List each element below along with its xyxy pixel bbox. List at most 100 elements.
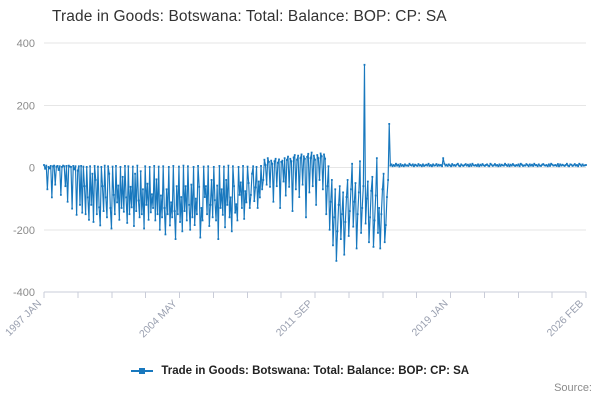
data-point (283, 157, 286, 160)
data-point (252, 165, 255, 168)
data-point (162, 165, 165, 168)
data-point (355, 247, 358, 250)
data-point (104, 196, 107, 199)
data-point (423, 165, 425, 167)
data-point (119, 165, 122, 168)
data-point (396, 164, 398, 167)
data-point (374, 194, 377, 197)
data-point (115, 165, 117, 167)
data-point (324, 157, 327, 160)
data-point (316, 154, 319, 156)
data-point (136, 164, 139, 167)
data-point (53, 164, 56, 167)
data-point (507, 163, 510, 166)
data-series (43, 63, 587, 262)
data-point (419, 164, 422, 166)
data-point (404, 163, 406, 166)
data-point (564, 164, 567, 166)
data-point (253, 200, 256, 203)
data-point (465, 164, 468, 167)
data-point (553, 164, 556, 167)
data-point (126, 222, 129, 224)
data-point (152, 207, 154, 209)
data-point (50, 196, 53, 199)
data-point (284, 194, 287, 197)
data-point (406, 164, 409, 167)
data-point (395, 162, 397, 165)
data-point (514, 165, 517, 167)
data-point (205, 185, 207, 188)
data-point (326, 185, 329, 188)
data-point (278, 158, 280, 161)
data-point (113, 213, 116, 216)
y-axis-tick-label: 200 (17, 100, 35, 112)
data-point (444, 164, 447, 167)
data-point (570, 163, 573, 166)
data-point (398, 165, 401, 168)
data-point (470, 165, 473, 167)
data-point (576, 164, 578, 166)
data-point (196, 213, 198, 216)
data-point (497, 165, 500, 168)
data-point (443, 162, 446, 165)
data-point (202, 165, 205, 168)
data-point (302, 155, 305, 158)
data-point (577, 165, 580, 168)
data-point (541, 163, 544, 166)
data-point (579, 163, 582, 166)
data-point (48, 167, 51, 170)
data-point (225, 179, 228, 181)
data-point (519, 162, 522, 165)
data-point (148, 165, 151, 168)
data-point (271, 162, 274, 165)
data-point (297, 154, 300, 157)
data-point (405, 164, 407, 167)
data-point (542, 163, 545, 165)
data-point (534, 164, 537, 167)
data-point (500, 163, 503, 166)
data-point (226, 203, 229, 206)
data-point (90, 203, 93, 206)
data-point (55, 165, 58, 168)
data-point (169, 224, 171, 227)
data-point (71, 207, 74, 210)
data-point (485, 164, 487, 166)
y-axis-tick-label: 400 (17, 38, 35, 50)
data-point (274, 157, 277, 160)
data-point (347, 235, 350, 237)
data-point (410, 164, 413, 167)
data-point (456, 162, 459, 165)
data-point (154, 219, 157, 222)
data-point (174, 238, 177, 240)
data-point (530, 164, 532, 167)
data-point (167, 165, 170, 168)
data-point (100, 165, 103, 168)
chart-legend: Trade in Goods: Botswana: Total: Balance… (0, 362, 600, 380)
data-point (176, 213, 179, 216)
data-point (106, 216, 108, 219)
data-point (567, 164, 569, 167)
data-point (291, 210, 294, 212)
data-point (433, 164, 436, 167)
data-point (460, 163, 463, 166)
data-point (239, 181, 242, 184)
data-point (565, 162, 568, 165)
data-point (270, 159, 273, 162)
data-point (428, 165, 431, 167)
data-point (442, 157, 445, 160)
data-point (315, 203, 318, 206)
data-point (210, 179, 213, 181)
data-point (157, 165, 160, 168)
data-point (101, 185, 104, 188)
data-point (72, 165, 75, 167)
data-point (200, 207, 203, 209)
data-point (191, 216, 194, 219)
data-point (365, 197, 368, 200)
data-point (496, 164, 499, 166)
data-point (495, 164, 497, 167)
data-point (417, 163, 420, 165)
data-point (62, 164, 65, 167)
data-point (516, 164, 519, 167)
data-point (510, 164, 513, 167)
